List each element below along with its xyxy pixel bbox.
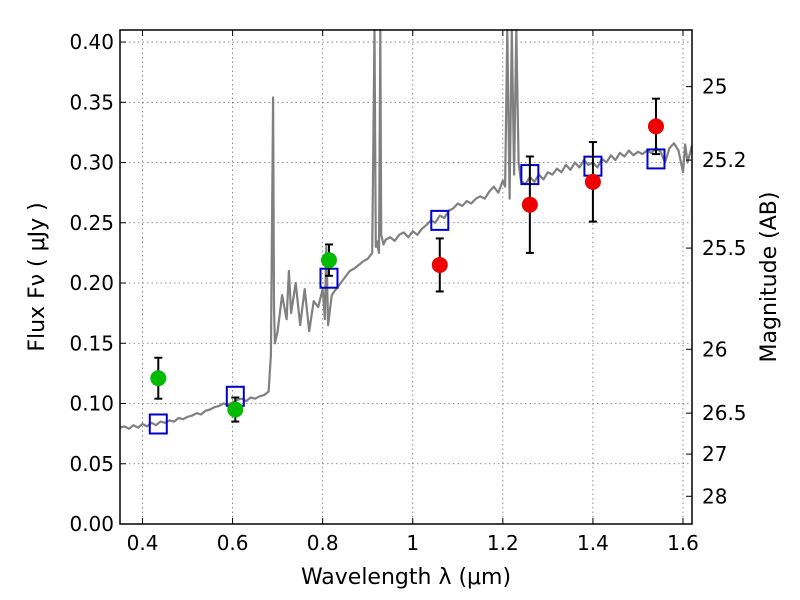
right-tick-label: 25 (702, 75, 727, 99)
model-photometry-square (148, 413, 168, 435)
y-tick-label: 0.10 (69, 392, 114, 416)
right-tick-label: 25.5 (702, 236, 747, 260)
observed-nir-point (647, 118, 664, 135)
spectrum-line (119, 28, 694, 430)
x-tick-label: 1.4 (577, 531, 609, 555)
x-tick-label: 0.8 (307, 531, 339, 555)
y-tick-label: 0.05 (69, 452, 114, 476)
y-tick-label: 0.35 (69, 90, 114, 114)
right-tick-label: 26 (702, 337, 727, 361)
x-tick-label: 1 (406, 531, 419, 555)
grid-layer (120, 30, 692, 524)
marker-layer (148, 97, 666, 435)
right-axis-title: Magnitude (AB) (757, 192, 782, 363)
tick-layer: 0.4 0.6 0.8 1 1.2 1.4 1.6 0.00 0.05 0.10 0.15 0.20 0… (69, 30, 747, 555)
observed-nir-point (584, 173, 601, 190)
y-tick-label: 0.20 (69, 271, 114, 295)
observed-optical-point (227, 401, 244, 418)
observed-nir-point (431, 256, 448, 273)
x-tick-label: 0.4 (127, 531, 159, 555)
x-tick-label: 1.6 (667, 531, 699, 555)
y-tick-label: 0.15 (69, 331, 114, 355)
x-tick-label: 1.2 (487, 531, 519, 555)
y-axis-title: Flux Fν ( μJy ) (25, 202, 50, 351)
y-tick-label: 0.25 (69, 211, 114, 235)
observed-optical-point (320, 252, 337, 269)
y-tick-label: 0.30 (69, 151, 114, 175)
plot-frame (119, 29, 693, 525)
right-tick-label: 26.5 (702, 401, 747, 425)
y-tick-label: 0.00 (69, 512, 114, 536)
spectrum-layer (119, 28, 694, 430)
right-tick-label: 27 (702, 442, 727, 466)
observed-optical-point (150, 370, 167, 387)
x-axis-title: Wavelength λ (μm) (301, 565, 511, 590)
right-tick-label: 28 (702, 484, 727, 508)
y-tick-label: 0.40 (69, 30, 114, 54)
model-photometry-square (430, 209, 450, 231)
right-tick-label: 25.2 (702, 148, 747, 172)
x-tick-label: 0.6 (217, 531, 249, 555)
observed-nir-point (521, 196, 538, 213)
